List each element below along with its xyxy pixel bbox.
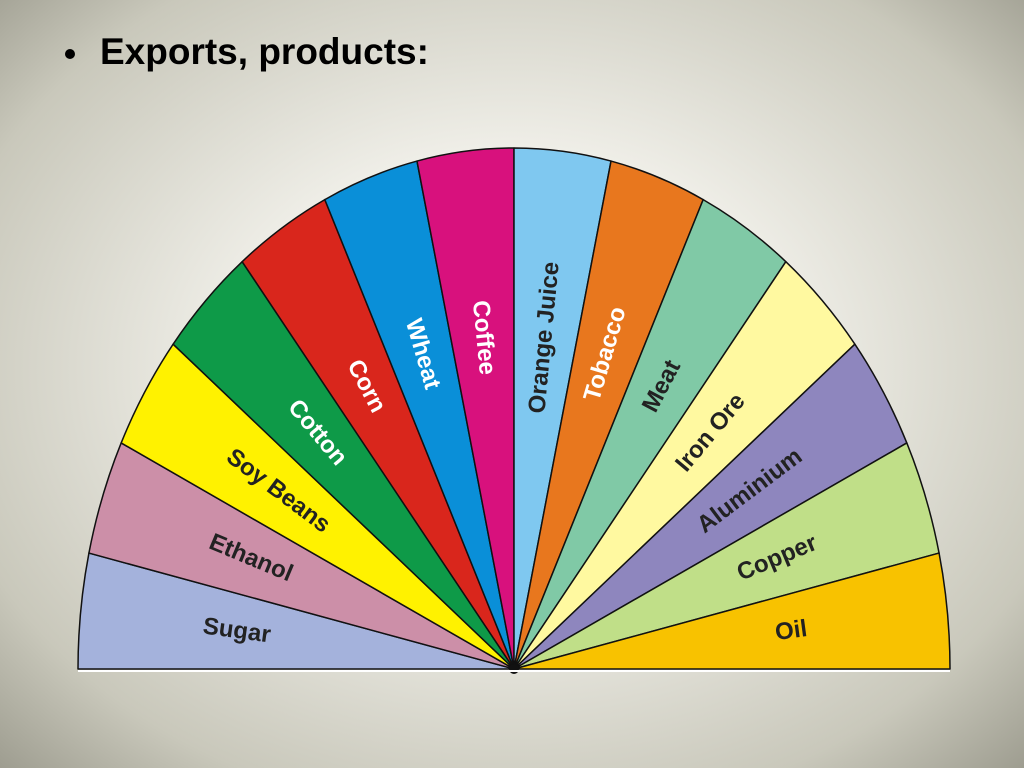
- bullet: [65, 49, 75, 59]
- hub: [509, 664, 519, 674]
- segment: [513, 552, 951, 670]
- segment-label: Oil: [773, 615, 808, 646]
- slide-title: Exports, products:: [100, 31, 429, 72]
